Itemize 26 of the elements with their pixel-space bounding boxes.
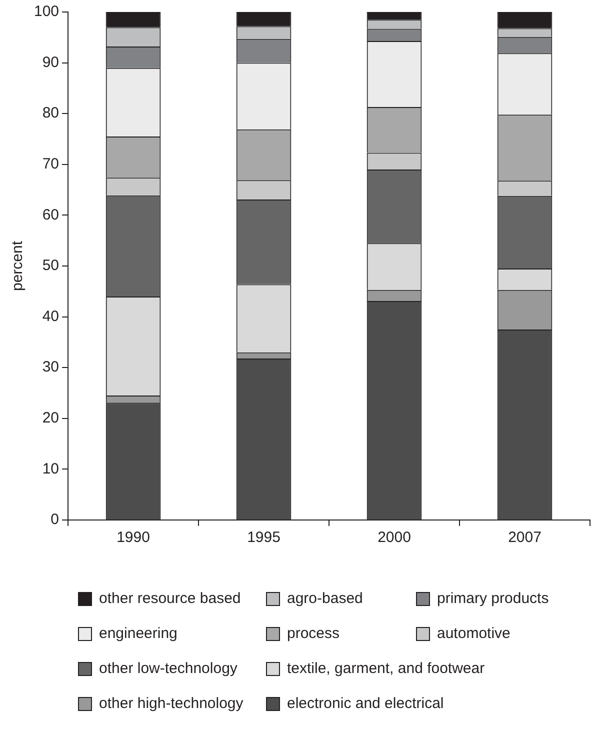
legend-label: process (287, 625, 340, 642)
y-tick-label: 100 (34, 3, 60, 20)
y-axis-title: percent (9, 240, 26, 292)
x-tick-label: 2007 (508, 529, 542, 546)
x-tick-label: 1990 (116, 529, 150, 546)
y-tick-label: 20 (42, 410, 60, 427)
legend-label: textile, garment, and footwear (287, 660, 485, 677)
y-tick-label: 90 (42, 54, 60, 71)
legend-label: other resource based (99, 590, 241, 607)
legend-label: other low-technology (99, 660, 238, 677)
y-tick-label: 50 (42, 257, 60, 274)
x-tick-label: 1995 (247, 529, 280, 546)
y-tick-label: 30 (42, 358, 60, 376)
legend-label: electronic and electrical (287, 695, 444, 712)
x-tick-label: 2000 (378, 529, 411, 546)
y-tick-label: 0 (50, 511, 60, 528)
y-tick-label: 10 (42, 460, 60, 478)
legend-label: primary products (437, 590, 549, 607)
y-tick-label: 60 (42, 206, 60, 224)
legend-label: engineering (99, 625, 178, 642)
y-tick-label: 70 (42, 156, 60, 173)
legend-label: other high-technology (99, 695, 244, 712)
legend-label: automotive (437, 625, 510, 642)
y-tick-label: 80 (42, 104, 60, 122)
legend-label: agro-based (287, 590, 363, 607)
y-tick-label: 40 (42, 308, 60, 325)
